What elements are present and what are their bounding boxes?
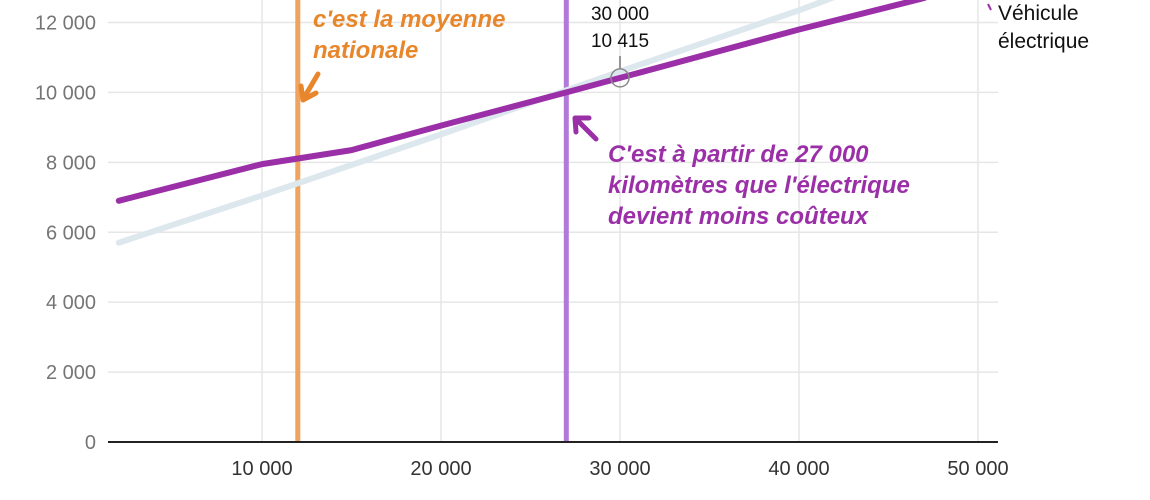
annotation-purple-text: devient moins coûteux [608,203,870,230]
y-tick-label: 4 000 [46,292,96,314]
x-tick-label: 50 000 [947,458,1008,480]
y-tick-label: 12 000 [35,13,96,35]
legend-label-line1: Véhicule [998,2,1079,25]
vertical-markers [295,0,569,442]
annotation-purple-arrowhead [572,115,592,135]
annotation-purple-arrow [575,118,599,142]
y-tick-label: 10 000 [35,82,96,104]
axes: 0 2 000 4 000 6 000 8 000 10 000 12 000 10 000 2… [35,13,1009,481]
y-tick-label: 6 000 [46,222,96,244]
annotation-orange-text: nationale [313,37,418,64]
tooltip-x-value: 30 000 [591,4,649,25]
annotation-purple-text: C'est à partir de 27 000 [608,141,869,168]
x-tick-label: 30 000 [589,458,650,480]
legend-tick [987,3,992,11]
y-tick-label: 0 [85,432,96,454]
tooltip-point [610,68,630,88]
annotation-purple-text: kilomètres que l'électrique [608,172,910,199]
legend-label-line2: électrique [998,30,1089,53]
x-tick-label: 40 000 [768,458,829,480]
x-tick-label: 10 000 [231,458,292,480]
y-tick-label: 8 000 [46,152,96,174]
annotation-orange-arrowhead [298,83,319,103]
series-line-electric [115,0,927,204]
series [115,0,927,246]
tooltip: 30 000 10 415 [591,4,649,88]
tooltip-y-value: 10 415 [591,31,649,52]
annotation-orange-text: c'est la moyenne [313,6,505,33]
annotation-orange-arrow [302,71,321,99]
legend: Véhicule électrique [987,2,1089,53]
annotations: c'est la moyenne nationale C'est à partir … [298,6,910,230]
x-tick-label: 20 000 [410,458,471,480]
y-tick-label: 2 000 [46,362,96,384]
